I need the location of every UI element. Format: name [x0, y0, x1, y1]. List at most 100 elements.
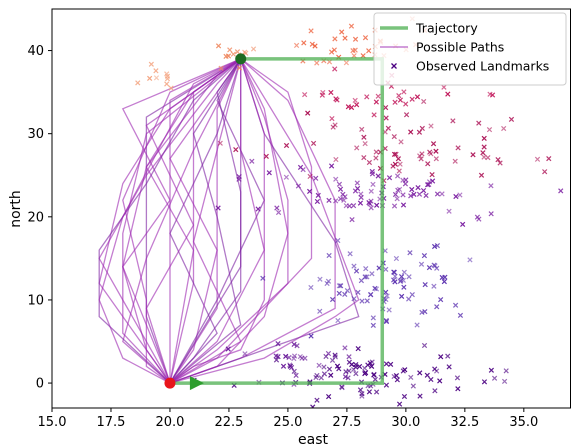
landmark-marker [430, 141, 437, 147]
y-tick-label: 40 [27, 44, 44, 59]
landmark-marker [332, 66, 338, 72]
landmark-marker [361, 154, 367, 161]
possible-path [169, 58, 242, 384]
landmark-marker [153, 75, 160, 81]
landmark-marker [358, 191, 364, 197]
y-tick-label: 20 [27, 210, 44, 225]
landmark-marker [383, 361, 390, 367]
landmark-marker [401, 393, 408, 400]
legend-box [373, 12, 567, 86]
landmark-marker [314, 397, 320, 403]
landmark-marker [450, 118, 456, 124]
landmark-marker [308, 284, 314, 291]
landmark-marker [349, 217, 355, 223]
landmark-marker [313, 175, 319, 181]
landmark-marker [367, 360, 373, 366]
landmark-marker [425, 182, 431, 188]
landmark-marker [361, 365, 368, 371]
x-tick-label: 25.0 [273, 415, 302, 430]
landmark-marker [328, 49, 335, 55]
possible-path [169, 58, 313, 384]
landmark-marker [370, 181, 376, 187]
landmark-marker [348, 23, 355, 29]
landmark-marker [418, 261, 425, 267]
possible-path [98, 58, 242, 384]
landmark-marker [481, 135, 487, 141]
landmark-marker [397, 97, 404, 103]
landmark-marker [467, 257, 473, 263]
landmark-marker [427, 149, 433, 155]
landmark-marker [363, 266, 369, 272]
landmark-marker [342, 194, 348, 200]
y-axis-label: north [8, 190, 24, 228]
possible-path [122, 58, 242, 384]
landmark-marker [293, 42, 300, 49]
landmark-marker [343, 203, 349, 209]
landmark-marker [441, 84, 447, 90]
landmark-marker [417, 153, 423, 159]
landmark-marker [334, 363, 341, 369]
y-tick-label: 30 [27, 127, 44, 142]
landmark-marker [419, 125, 425, 132]
landmark-marker [399, 293, 405, 299]
landmark-marker [433, 148, 439, 154]
landmark-marker [432, 366, 438, 372]
landmark-marker [409, 96, 415, 102]
landmark-marker [295, 183, 302, 189]
landmark-marker [364, 298, 370, 304]
landmark-marker [336, 181, 343, 187]
landmark-marker [357, 200, 364, 206]
landmark-marker [369, 363, 375, 370]
landmark-marker [286, 354, 292, 361]
landmark-marker [386, 175, 393, 181]
landmark-marker [434, 304, 440, 310]
landmark-marker [236, 65, 243, 71]
possible-path [169, 58, 360, 384]
landmark-marker [354, 185, 361, 192]
landmark-marker [354, 145, 360, 151]
landmark-marker [317, 308, 323, 314]
landmark-marker [393, 373, 400, 379]
landmark-marker [362, 274, 368, 280]
landmark-marker [234, 49, 241, 55]
x-tick-label: 30.0 [391, 415, 420, 430]
landmark-marker [353, 371, 359, 377]
landmark-marker [300, 166, 306, 173]
x-tick-label: 32.5 [450, 415, 479, 430]
landmark-marker [215, 205, 221, 211]
landmark-marker [329, 296, 336, 303]
landmark-marker [358, 277, 365, 284]
landmark-marker [392, 191, 399, 198]
start-point [164, 377, 176, 389]
landmark-marker [487, 91, 493, 97]
landmark-marker [350, 203, 357, 209]
landmark-marker [342, 345, 348, 351]
landmark-marker [393, 151, 399, 157]
landmark-marker [283, 142, 290, 149]
landmark-marker [274, 205, 280, 211]
landmark-marker [398, 277, 404, 283]
trajectory-layer [164, 53, 385, 391]
landmark-marker [396, 401, 403, 407]
landmark-marker [335, 317, 341, 324]
landmark-marker [164, 81, 170, 87]
landmark-marker [398, 139, 404, 145]
landmark-marker [481, 144, 487, 150]
landmark-marker [418, 156, 424, 162]
landmark-marker [373, 389, 380, 395]
landmark-marker [431, 283, 437, 289]
landmark-marker [225, 53, 232, 59]
landmark-marker [445, 353, 451, 359]
landmark-marker [293, 372, 299, 379]
landmark-marker [346, 359, 353, 365]
landmark-marker [275, 340, 281, 347]
landmark-marker [373, 99, 379, 105]
landmark-marker [314, 60, 320, 66]
landmark-marker [359, 393, 365, 399]
landmark-marker [362, 371, 368, 377]
landmark-marker [309, 41, 315, 47]
x-tick-label: 15.0 [38, 415, 67, 430]
landmark-marker [439, 191, 445, 197]
landmark-marker [485, 155, 491, 161]
landmark-marker [310, 140, 317, 146]
